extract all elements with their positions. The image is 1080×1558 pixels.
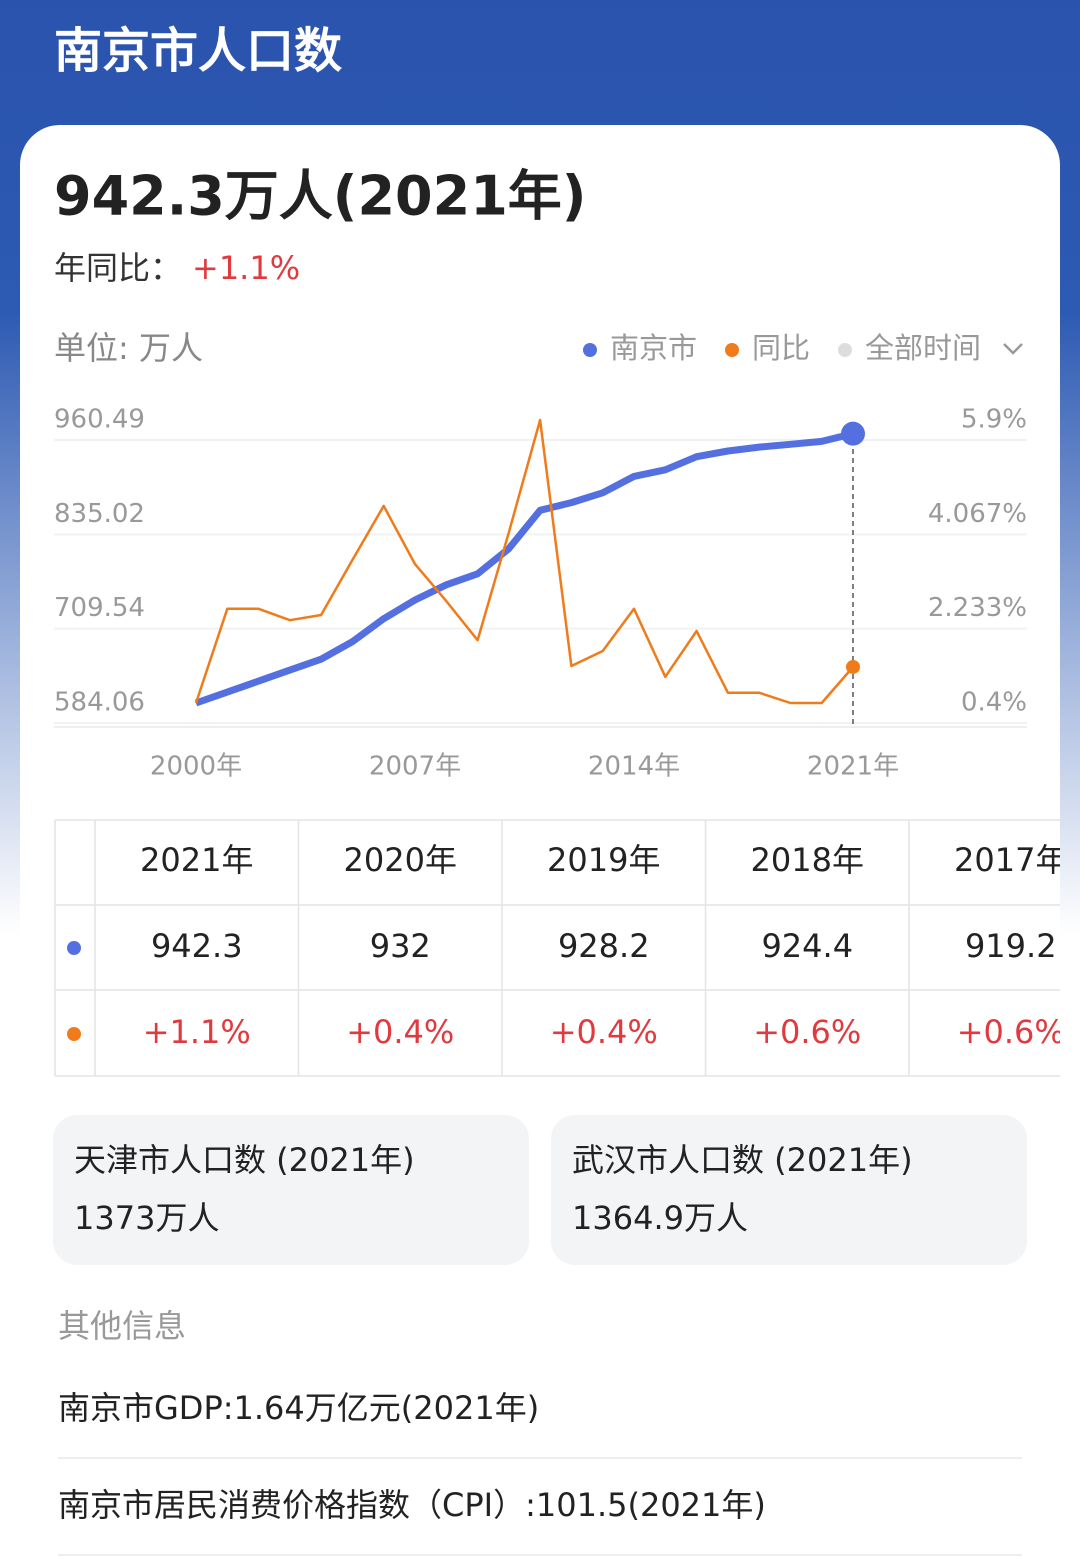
compare-card[interactable] (551, 1115, 1027, 1265)
unit-label: 单位: 万人 (54, 329, 203, 367)
table-header: 2019年 (547, 841, 660, 879)
y2-tick-label: 5.9% (961, 405, 1027, 435)
y-tick-label: 709.54 (54, 593, 145, 623)
table-cell: 932 (370, 927, 431, 965)
y2-tick-label: 4.067% (928, 499, 1027, 529)
table-cell: 942.3 (151, 927, 243, 965)
card-title: 武汉市人口数 (2021年) (572, 1141, 913, 1179)
page-title: 南京市人口数 (54, 23, 342, 79)
card-title: 天津市人口数 (2021年) (74, 1141, 415, 1179)
headline: 942.3万人(2021年) (54, 165, 586, 228)
card-value: 1373万人 (74, 1199, 219, 1237)
legend-label: 南京市 (610, 331, 697, 365)
highlight-point (846, 659, 860, 674)
legend-dot (725, 343, 739, 357)
table-cell: 924.4 (761, 927, 853, 965)
y-tick-label: 584.06 (54, 688, 145, 718)
series-line (194, 418, 854, 705)
legend-label: 同比 (752, 331, 810, 365)
table-cell: +0.6% (753, 1013, 861, 1051)
legend-dot (838, 343, 852, 357)
y2-tick-label: 0.4% (961, 688, 1027, 718)
yoy-label: 年同比： (54, 249, 182, 287)
info-list: 南京市GDP:1.64万亿元(2021年) 南京市居民消费价格指数（CPI）:10… (58, 1389, 1022, 1556)
legend-dot (583, 343, 597, 357)
info-item[interactable]: 南京市GDP:1.64万亿元(2021年) (58, 1389, 539, 1427)
table-header: 2021年 (140, 841, 253, 879)
table-cell: +0.4% (550, 1013, 658, 1051)
table-cell: +0.4% (346, 1013, 454, 1051)
table-cell: +0.6% (957, 1013, 1065, 1051)
row-legend-dot (67, 1027, 81, 1041)
card-value: 1364.9万人 (572, 1199, 748, 1237)
table-header: 2020年 (344, 841, 457, 879)
table-cell: 919.2 (965, 927, 1057, 965)
series-line (194, 430, 854, 707)
x-tick-label: 2021年 (807, 752, 899, 782)
table-cell: 928.2 (558, 927, 650, 965)
table-header: 2018年 (751, 841, 864, 879)
table-header: 2017年 (954, 841, 1067, 879)
x-tick-label: 2007年 (369, 752, 461, 782)
table: 2021年 2020年 2019年 2018年 2017年 942.3 932 928.2 92… (54, 819, 1067, 1077)
chart: 584.06 709.54 835.02 960.49 0.4% 2.233% 4.067%… (54, 331, 1027, 782)
x-tick-label: 2014年 (588, 752, 680, 782)
info-item[interactable]: 南京市居民消费价格指数（CPI）:101.5(2021年) (58, 1486, 766, 1524)
highlight-point (841, 421, 865, 446)
x-tick-label: 2000年 (150, 752, 242, 782)
yoy-value: +1.1% (192, 249, 300, 287)
row-legend-dot (67, 941, 81, 955)
compare-card[interactable] (53, 1115, 529, 1265)
y-tick-label: 835.02 (54, 499, 145, 529)
dropdown-icon[interactable] (1003, 343, 1023, 355)
y-tick-label: 960.49 (54, 405, 145, 435)
y2-tick-label: 2.233% (928, 593, 1027, 623)
table-cell: +1.1% (143, 1013, 251, 1051)
section-title: 其他信息 (58, 1307, 186, 1345)
compare-cards: 天津市人口数 (2021年) 1373万人 武汉市人口数 (2021年) 1364.9… (53, 1115, 1027, 1265)
legend-time[interactable]: 全部时间 (865, 331, 981, 365)
